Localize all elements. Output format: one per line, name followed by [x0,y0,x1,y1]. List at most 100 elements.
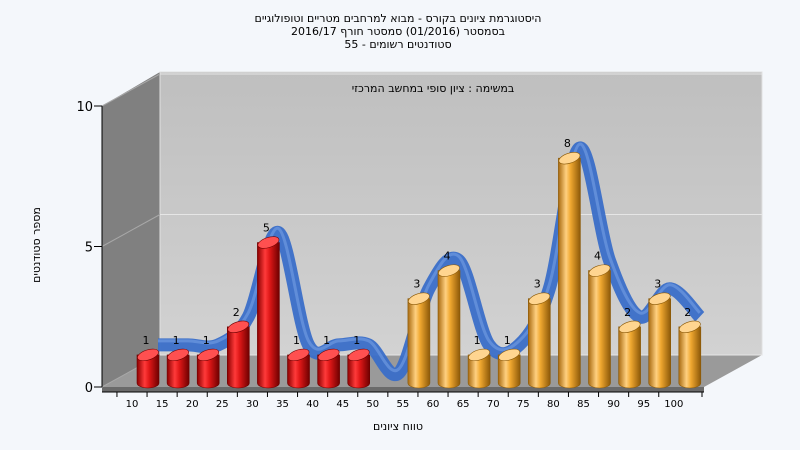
bar-top [408,292,430,305]
chart-title: היסטוגרמת ציונים בקורס - מבוא למרחבים מט… [255,12,542,51]
bar-top [558,152,581,165]
y-axis: 0 5 10 [76,100,103,396]
bar-body [136,354,160,389]
x-tick-label-25: 25 [216,399,229,410]
y-tick-label-0: 0 [85,381,93,396]
bar-body [648,298,671,389]
distribution-curve [158,141,705,382]
bar-top [317,348,340,362]
x-tick-label-70: 70 [487,399,500,410]
x-tick-label-10: 10 [126,399,139,410]
bar-45: 1 [347,334,370,389]
gridline-left-5 [101,214,161,247]
y-tick-label-5: 5 [85,241,93,256]
x-tick-label-50: 50 [366,399,379,410]
bar-value-label: 1 [143,334,150,347]
bar-body [196,354,220,389]
x-tick-label-90: 90 [607,399,620,410]
bar-85: 4 [588,250,611,389]
bar-95: 3 [648,278,671,389]
bar-body [407,298,431,389]
bar-body [618,326,641,389]
bar-body [227,326,250,389]
bar-top [197,348,220,362]
bar-value-label: 8 [564,137,571,150]
bar-top [678,320,701,333]
bar-90: 2 [618,306,641,389]
x-tick-label-100: 100 [664,399,683,410]
x-tick-label-75: 75 [517,399,530,410]
x-tick-label-55: 55 [397,399,410,410]
bar-top [227,320,250,333]
bar-top [618,320,641,333]
bar-body [437,270,461,389]
bar-value-label: 4 [594,250,601,263]
title-line-2: בסמסטר (01/2016) סמסטר חורף 2016/17 [291,25,505,38]
x-tick-label-15: 15 [156,399,169,410]
bar-10: 1 [136,334,160,389]
bar-40: 1 [317,334,340,389]
bar-top [438,264,460,277]
bar-value-label: 1 [353,334,360,347]
bar-value-label: 1 [323,334,330,347]
x-tick-label-45: 45 [336,399,349,410]
bar-15: 1 [166,334,190,389]
gridline-left-10 [101,73,161,107]
bar-top [648,292,671,305]
bars: 1 1 1 2 5 1 1 1 3 4 1 1 3 8 4 2 3 2 [136,137,702,389]
x-tick-label-20: 20 [186,399,199,410]
bar-100: 2 [678,306,702,389]
bar-value-label: 1 [203,334,210,347]
x-axis-title: טווח ציונים [373,420,423,433]
floor-front [102,387,704,392]
bar-body [317,354,340,389]
x-tick-label-80: 80 [547,399,560,410]
bar-top [498,348,521,362]
bar-value-label: 2 [233,306,240,319]
bar-top [257,236,280,249]
bar-value-label: 1 [504,334,511,347]
y-axis-title: מספר סטודנטים [30,207,43,283]
annotation: במשימה : ציון סופי במחשב המרכזי [352,82,515,95]
left-wall [102,72,160,387]
bar-60: 4 [437,250,461,389]
bar-value-label: 1 [474,334,481,347]
x-tick-label-40: 40 [306,399,319,410]
x-tick-label-35: 35 [276,399,289,410]
bar-value-label: 3 [413,278,420,291]
title-line-3: סטודנטים רשומים - 55 [344,38,451,51]
bar-value-label: 2 [624,306,631,319]
bar-25: 2 [227,306,250,389]
x-tick-label-65: 65 [457,399,470,410]
bar-value-label: 4 [444,250,451,263]
curve-highlight [158,142,701,373]
x-tick-label-30: 30 [246,399,259,410]
bar-value-label: 3 [534,278,541,291]
bar-top [588,264,611,277]
bar-55: 3 [407,278,431,389]
bar-value-label: 2 [684,306,691,319]
bar-body [588,270,611,389]
bar-20: 1 [196,334,220,389]
bar-body [497,354,521,389]
bar-30: 5 [257,222,280,389]
bar-top [347,348,370,362]
bar-body [347,354,370,389]
bar-top [528,292,551,305]
bar-top [167,348,189,362]
bar-top [137,348,159,362]
bar-value-label: 1 [173,334,180,347]
bar-top [287,348,310,362]
bar-35: 1 [287,334,310,389]
bar-75: 3 [528,278,551,389]
bar-body [287,354,310,389]
bar-body [678,326,702,389]
bar-value-label: 3 [654,278,661,291]
bar-body [528,298,551,389]
x-tick-label-85: 85 [577,399,590,410]
bar-body [467,354,491,389]
title-line-1: היסטוגרמת ציונים בקורס - מבוא למרחבים מט… [255,12,542,25]
bar-70: 1 [497,334,521,389]
x-tick-label-95: 95 [637,399,650,410]
